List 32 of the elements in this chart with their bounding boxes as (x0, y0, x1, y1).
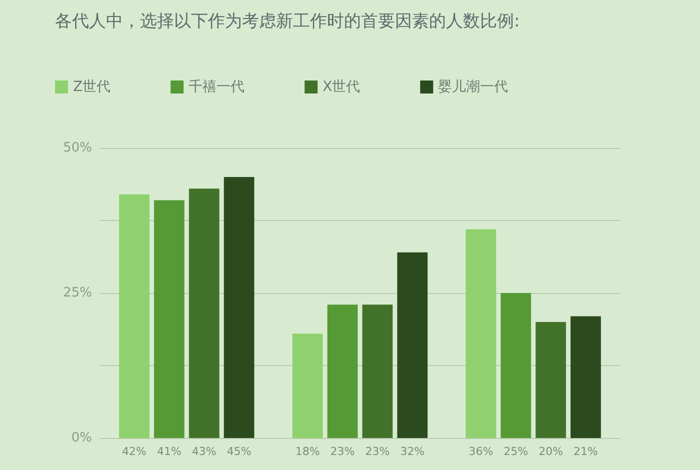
bar (466, 229, 496, 438)
data-label: 45% (226, 445, 252, 458)
data-label: 20% (538, 445, 564, 458)
data-label: 25% (504, 445, 528, 458)
legend-label: X世代 (322, 79, 360, 95)
bar (500, 293, 532, 438)
bar (536, 322, 566, 438)
bar (362, 304, 393, 438)
data-label: 21% (574, 445, 598, 458)
bar (292, 334, 323, 438)
data-label: 23% (365, 445, 390, 458)
data-label: 41% (156, 445, 182, 458)
bar (119, 194, 150, 438)
y-tick-label: 50% (63, 140, 92, 156)
bar (327, 304, 358, 438)
bar (188, 188, 220, 438)
bar (397, 252, 428, 438)
y-tick-label: 25% (63, 286, 92, 300)
bar (154, 200, 184, 438)
data-label: 18% (295, 445, 320, 458)
bar (570, 316, 601, 438)
data-label: 43% (192, 445, 216, 458)
chart-title: 各代人中，选择以下作为考虑新工作时的首要因素的人数比例: (55, 12, 520, 32)
bar (224, 177, 254, 438)
legend-label: 千禧一代 (188, 79, 245, 95)
legend-label: Z世代 (73, 79, 111, 95)
y-tick-label: 0% (71, 430, 92, 446)
data-label: 36% (468, 445, 494, 458)
data-label: 42% (122, 445, 146, 458)
data-label: 23% (330, 445, 355, 458)
legend-label: 婴儿潮一代 (438, 79, 508, 95)
data-label: 32% (400, 445, 425, 458)
